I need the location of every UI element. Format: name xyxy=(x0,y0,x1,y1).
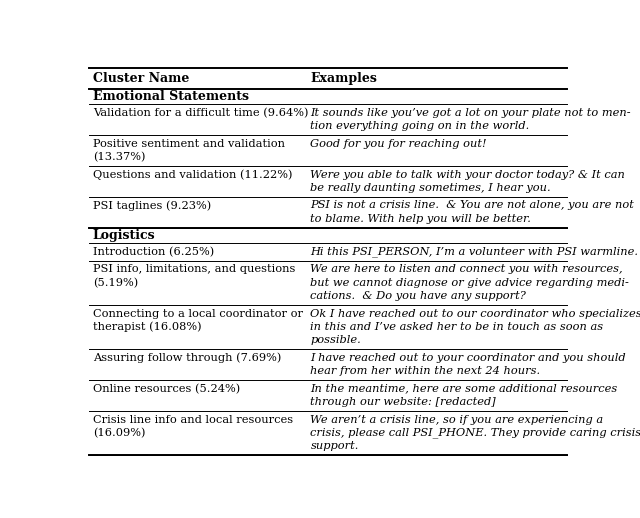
Text: but we cannot diagnose or give advice regarding medi-: but we cannot diagnose or give advice re… xyxy=(310,278,629,287)
Text: PSI taglines (9.23%): PSI taglines (9.23%) xyxy=(93,200,211,211)
Text: support.: support. xyxy=(310,441,359,451)
Text: (16.09%): (16.09%) xyxy=(93,428,145,438)
Text: Online resources (5.24%): Online resources (5.24%) xyxy=(93,383,240,394)
Text: hear from her within the next 24 hours.: hear from her within the next 24 hours. xyxy=(310,366,541,376)
Text: Emotional Statements: Emotional Statements xyxy=(93,90,249,103)
Text: Logistics: Logistics xyxy=(93,229,156,242)
Text: Connecting to a local coordinator or: Connecting to a local coordinator or xyxy=(93,309,303,319)
Text: Ok I have reached out to our coordinator who specializes: Ok I have reached out to our coordinator… xyxy=(310,309,640,319)
Text: cations.  & Do you have any support?: cations. & Do you have any support? xyxy=(310,291,526,301)
Text: In the meantime, here are some additional resources: In the meantime, here are some additiona… xyxy=(310,384,618,394)
Text: Examples: Examples xyxy=(310,72,378,85)
Text: to blame. With help you will be better.: to blame. With help you will be better. xyxy=(310,214,531,224)
Text: crisis, please call PSI_PHONE. They provide caring crisis: crisis, please call PSI_PHONE. They prov… xyxy=(310,427,640,438)
Text: in this and I’ve asked her to be in touch as soon as: in this and I’ve asked her to be in touc… xyxy=(310,322,604,332)
Text: Crisis line info and local resources: Crisis line info and local resources xyxy=(93,414,293,425)
Text: therapist (16.08%): therapist (16.08%) xyxy=(93,322,202,332)
Text: Hi this PSI_PERSON, I’m a volunteer with PSI warmline.: Hi this PSI_PERSON, I’m a volunteer with… xyxy=(310,247,639,257)
Text: Good for you for reaching out!: Good for you for reaching out! xyxy=(310,139,487,149)
Text: Introduction (6.25%): Introduction (6.25%) xyxy=(93,247,214,257)
Text: It sounds like you’ve got a lot on your plate not to men-: It sounds like you’ve got a lot on your … xyxy=(310,108,631,118)
Text: possible.: possible. xyxy=(310,335,361,345)
Text: (5.19%): (5.19%) xyxy=(93,278,138,288)
Text: Assuring follow through (7.69%): Assuring follow through (7.69%) xyxy=(93,353,281,363)
Text: Positive sentiment and validation: Positive sentiment and validation xyxy=(93,139,285,149)
Text: tion everything going on in the world.: tion everything going on in the world. xyxy=(310,121,530,131)
Text: Validation for a difficult time (9.64%): Validation for a difficult time (9.64%) xyxy=(93,108,308,118)
Text: PSI is not a crisis line.  & You are not alone, you are not: PSI is not a crisis line. & You are not … xyxy=(310,200,634,210)
Text: Cluster Name: Cluster Name xyxy=(93,72,189,85)
Text: (13.37%): (13.37%) xyxy=(93,152,145,162)
Text: through our website: [redacted]: through our website: [redacted] xyxy=(310,397,496,407)
Text: Were you able to talk with your doctor today? & It can: Were you able to talk with your doctor t… xyxy=(310,169,625,180)
Text: I have reached out to your coordinator and you should: I have reached out to your coordinator a… xyxy=(310,353,626,363)
Text: Questions and validation (11.22%): Questions and validation (11.22%) xyxy=(93,169,292,180)
Text: We aren’t a crisis line, so if you are experiencing a: We aren’t a crisis line, so if you are e… xyxy=(310,414,604,425)
Text: PSI info, limitations, and questions: PSI info, limitations, and questions xyxy=(93,264,295,275)
Text: be really daunting sometimes, I hear you.: be really daunting sometimes, I hear you… xyxy=(310,183,551,193)
Text: We are here to listen and connect you with resources,: We are here to listen and connect you wi… xyxy=(310,264,623,275)
